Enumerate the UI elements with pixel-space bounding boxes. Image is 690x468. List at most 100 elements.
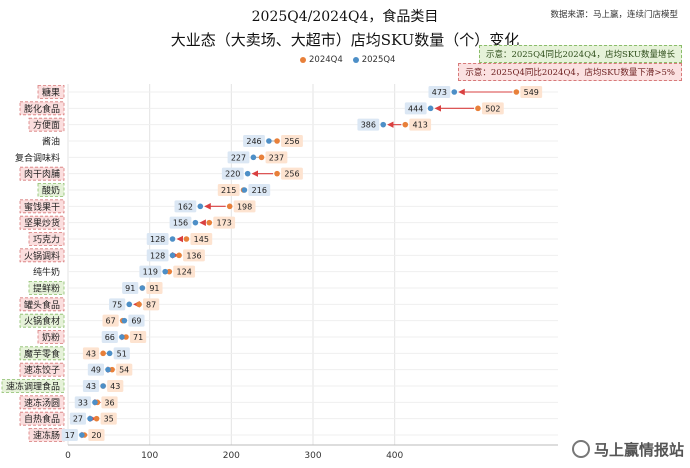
data-label-bg-2024 [100, 412, 117, 425]
data-label-2025: 33 [78, 398, 88, 407]
point-2024 [274, 170, 280, 177]
data-label-bg-2025 [357, 118, 380, 131]
data-label-bg-2025 [221, 167, 244, 180]
legend-item-2025: 2025Q4 [352, 55, 395, 65]
data-label-2024: 256 [284, 170, 299, 179]
category-label-highlight [19, 362, 65, 377]
watermark-logo-icon [571, 440, 590, 458]
data-label-bg-2025 [109, 298, 126, 311]
data-label-2024: 91 [149, 284, 159, 293]
watermark: 马上赢情报站 [571, 439, 684, 460]
point-2025 [105, 366, 111, 373]
data-label-bg-2025 [128, 314, 145, 327]
data-label-2025: 444 [408, 104, 423, 113]
category-label: 自热食品 [24, 413, 60, 425]
category-label: 火锅食材 [24, 315, 60, 327]
category-label: 糖果 [42, 87, 60, 99]
point-2025 [192, 219, 199, 226]
category-label: 蜜饯果干 [24, 201, 60, 213]
data-label-2024: 20 [91, 431, 101, 440]
data-label-bg-2024 [102, 314, 119, 327]
point-2025 [244, 170, 251, 177]
data-label-2025: 17 [65, 431, 75, 440]
data-label-2024: 502 [485, 104, 500, 113]
category-label: 巧克力 [33, 234, 60, 246]
data-label-bg-2025 [74, 396, 91, 409]
legend-marker-2025 [352, 57, 359, 63]
category-label-highlight [19, 411, 65, 426]
category-label-highlight [1, 379, 65, 393]
point-2025 [250, 154, 257, 161]
data-label-2024: 43 [86, 349, 96, 358]
category-label-highlight [19, 199, 65, 214]
data-label-bg-2024 [146, 282, 163, 294]
category-label-highlight [19, 215, 65, 230]
category-label: 速冻肠 [33, 430, 60, 442]
data-label-bg-2025 [404, 102, 427, 115]
data-label-bg-2024 [233, 200, 256, 213]
point-2024 [176, 252, 182, 259]
category-label: 方便面 [33, 119, 60, 131]
point-2024 [513, 89, 520, 95]
legend: 2024Q4 2025Q4 [300, 55, 395, 65]
data-label-bg-2025 [428, 86, 451, 98]
data-label-2024: 36 [104, 398, 114, 407]
data-label-bg-2025 [69, 412, 87, 425]
category-label-highlight [28, 232, 65, 246]
data-label-bg-2024 [129, 331, 147, 343]
point-2025 [139, 285, 146, 291]
category-label-highlight [37, 85, 65, 99]
category-label: 奶粉 [42, 332, 60, 344]
data-label-2024: 173 [217, 219, 232, 228]
data-label-2024: 256 [284, 137, 299, 146]
data-label-bg-2024 [213, 216, 236, 229]
data-label-bg-2024 [281, 135, 303, 147]
chart-subtitle: 大业态（大卖场、大超市）店均SKU数量（个）变化 [170, 31, 520, 49]
point-2025 [197, 203, 204, 210]
data-label-2025: 119 [143, 268, 158, 277]
data-label-2024: 237 [269, 153, 284, 162]
data-label-bg-2025 [122, 282, 139, 294]
data-label-2024: 43 [110, 382, 120, 391]
data-source: 数据来源：马上赢，连续门店模型 [550, 10, 678, 20]
category-label: 复合调味料 [15, 152, 60, 164]
point-2024 [100, 350, 106, 357]
data-label-2025: 69 [131, 317, 141, 326]
data-label-2024: 87 [146, 300, 156, 309]
data-label-bg-2025 [174, 200, 197, 213]
point-2025 [100, 383, 106, 389]
point-2025 [87, 415, 93, 422]
category-label-highlight [19, 248, 65, 263]
category-label-highlight [19, 101, 65, 116]
point-2025 [427, 105, 434, 112]
data-label-2025: 49 [91, 366, 101, 375]
data-label-bg-2024 [481, 102, 504, 115]
data-label-bg-2025 [82, 380, 100, 392]
point-2025 [162, 268, 168, 275]
point-2024 [166, 268, 173, 275]
legend-marker-2024 [300, 57, 306, 63]
data-label-bg-2025 [227, 151, 250, 164]
data-label-bg-2025 [139, 265, 162, 278]
data-label-2024: 549 [524, 88, 539, 97]
data-label-bg-2024 [217, 184, 240, 196]
point-2024 [183, 236, 190, 242]
data-label-2024: 215 [221, 186, 236, 195]
data-label-2025: 216 [252, 186, 267, 195]
point-2024 [93, 415, 100, 422]
data-label-2025: 43 [86, 382, 96, 391]
category-label: 速冻饺子 [24, 364, 60, 376]
data-label-bg-2025 [61, 429, 78, 441]
point-2025 [380, 121, 387, 128]
data-label-bg-2024 [116, 363, 133, 376]
point-2025 [106, 350, 113, 357]
note-decline: 示意：2025Q4同比2024Q4，店均SKU数量下滑>5% [458, 63, 682, 81]
x-tick-label: 200 [223, 451, 240, 461]
point-2024 [123, 334, 129, 340]
point-2024 [226, 203, 233, 210]
data-label-bg-2025 [243, 135, 265, 147]
data-label-2024: 71 [133, 333, 143, 342]
point-2024 [475, 105, 481, 112]
data-label-2025: 246 [246, 137, 261, 146]
